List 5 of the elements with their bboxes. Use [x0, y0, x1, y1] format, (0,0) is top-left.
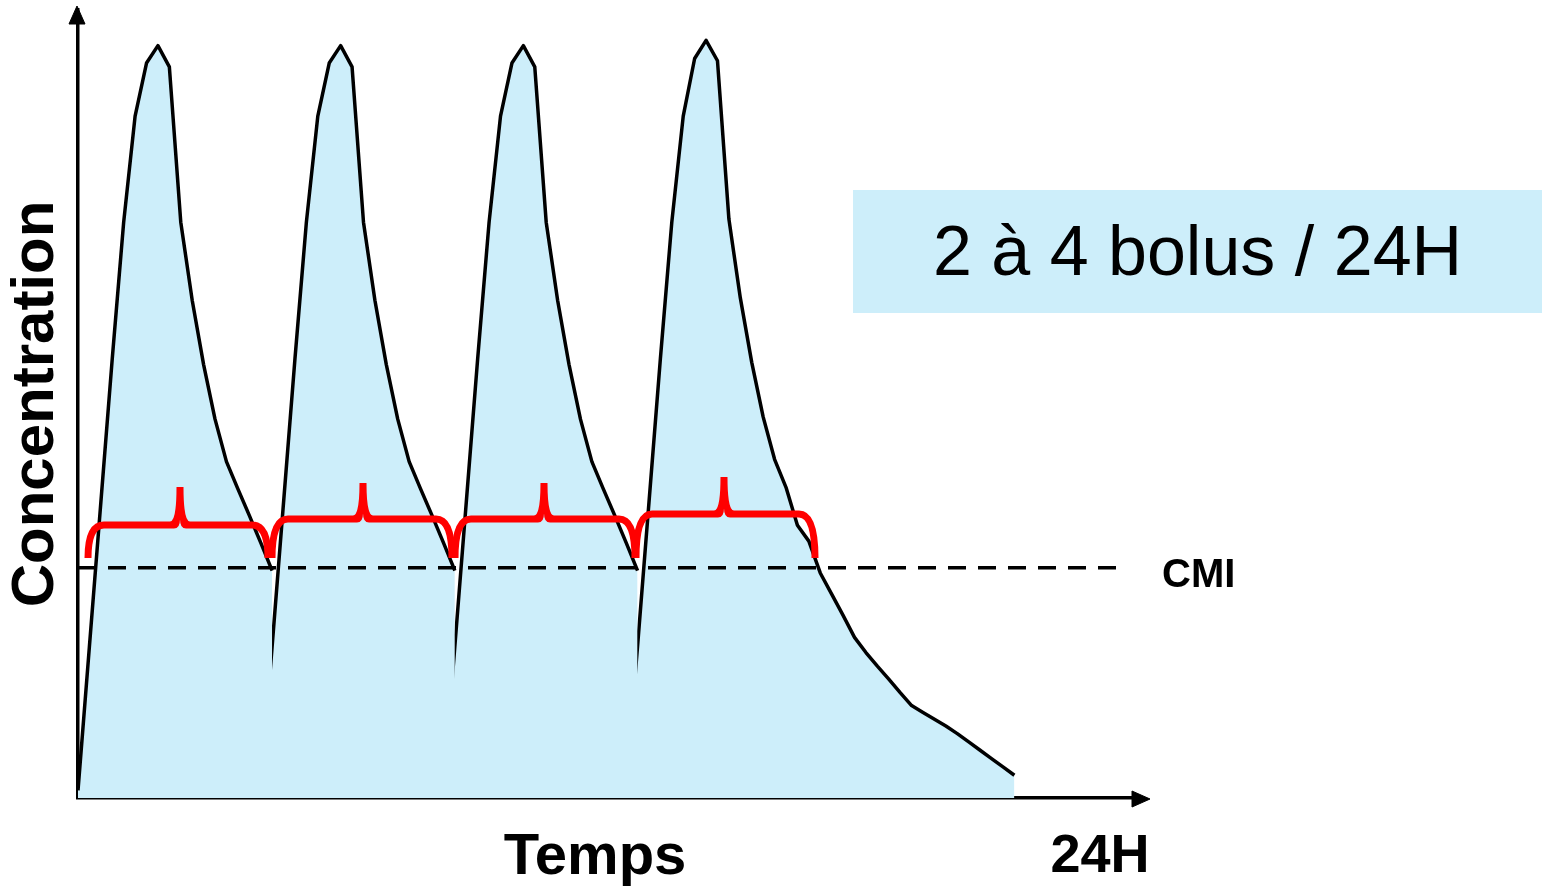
x-axis-title: Temps [503, 821, 687, 886]
y-axis-title: Concentration [0, 200, 66, 608]
annotation: 2 à 4 bolus / 24H [853, 190, 1542, 313]
ref-line-label: CMI [1162, 550, 1236, 595]
text: 24H [1049, 822, 1151, 884]
